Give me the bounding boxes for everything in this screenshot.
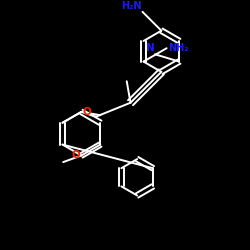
Text: H₂N: H₂N	[121, 0, 141, 10]
Text: N: N	[146, 44, 155, 54]
Text: NH₂: NH₂	[168, 43, 188, 53]
Text: O: O	[82, 107, 91, 117]
Text: O: O	[72, 150, 80, 160]
